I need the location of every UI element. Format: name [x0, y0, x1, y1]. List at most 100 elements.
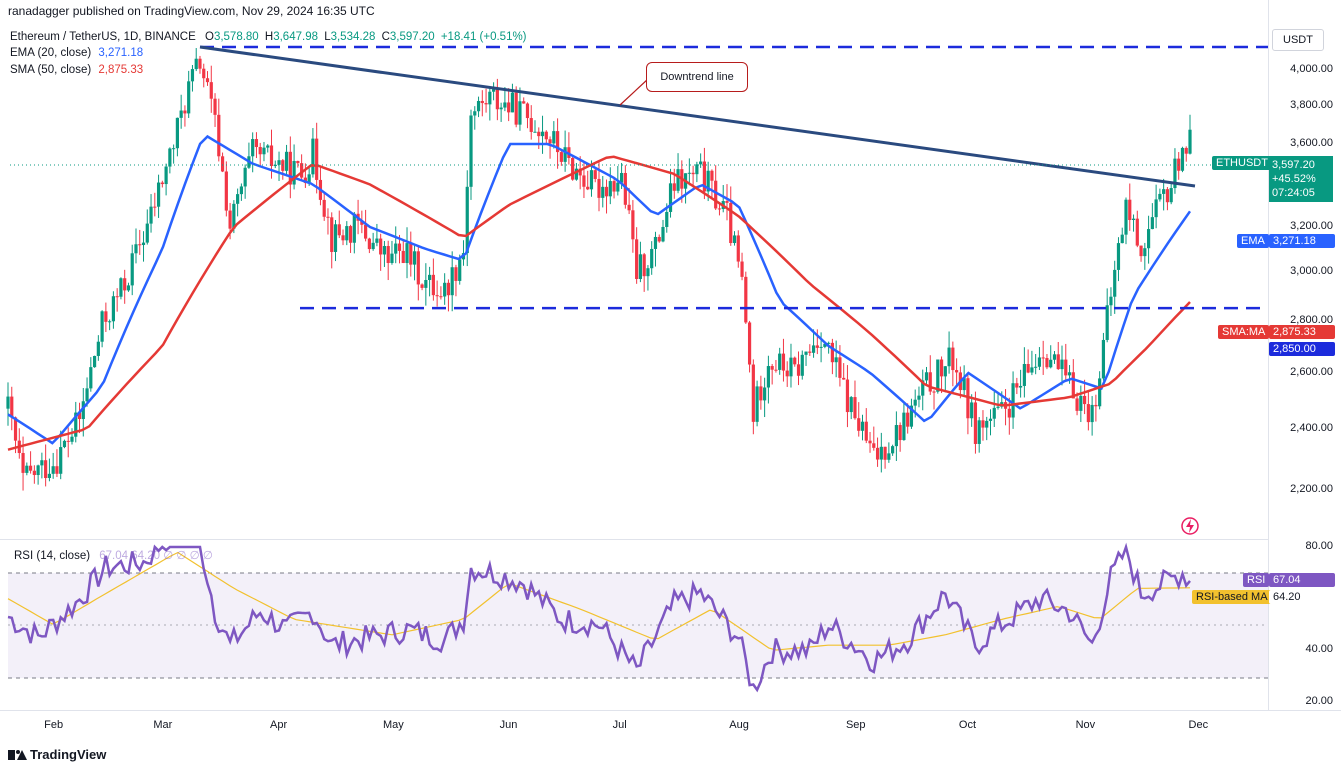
candle: [800, 350, 804, 380]
candle: [928, 355, 932, 395]
candle: [906, 403, 910, 434]
candle: [1045, 353, 1049, 370]
candle: [751, 359, 755, 435]
sma-tag-value: 2,875.33: [1269, 325, 1335, 339]
candle: [480, 90, 484, 117]
candle: [284, 144, 289, 177]
candle: [552, 121, 556, 149]
candle: [6, 382, 10, 426]
candle: [514, 86, 518, 128]
candle: [296, 160, 300, 168]
candle: [518, 87, 522, 131]
candle: [333, 219, 338, 262]
candle: [311, 128, 315, 178]
candle: [853, 380, 857, 420]
high-label: H: [264, 31, 274, 43]
symbol-title: Ethereum / TetherUS, 1D, BINANCE: [10, 31, 196, 43]
candle: [1015, 377, 1019, 395]
rsima-tag-value: 64.20: [1269, 590, 1335, 604]
candle: [1064, 343, 1068, 380]
candle: [811, 329, 816, 358]
candle: [939, 356, 944, 394]
candle: [533, 120, 537, 133]
price-tick-label: 3,200.00: [1290, 219, 1333, 232]
candle: [872, 426, 876, 451]
ema-legend: EMA (20, close) 3,271.18: [10, 47, 143, 59]
candle: [661, 219, 665, 243]
price-tick-label: 3,000.00: [1290, 265, 1333, 278]
candle: [1188, 114, 1192, 155]
candle: [100, 310, 104, 348]
candle: [352, 211, 356, 254]
candle: [484, 88, 488, 113]
candle: [209, 65, 213, 113]
candle: [424, 263, 428, 306]
price-tick-label: 2,800.00: [1290, 313, 1333, 326]
tradingview-footer[interactable]: TradingView: [8, 747, 106, 762]
candle: [40, 452, 44, 479]
candle: [431, 258, 435, 301]
candle: [1037, 347, 1042, 371]
rsi-legend: RSI (14, close) 67.04 64.20 ∅ ∅ ∅ ∅: [14, 548, 213, 562]
ema-legend-label: EMA (20, close): [10, 47, 92, 59]
candle: [141, 231, 146, 262]
candle: [555, 118, 560, 169]
annotation-pointer: [619, 78, 649, 106]
candle: [337, 210, 341, 239]
candle: [1022, 347, 1026, 398]
candle: [522, 97, 526, 104]
candle: [710, 169, 714, 198]
candle: [996, 392, 1000, 410]
candle: [868, 431, 872, 453]
candle: [714, 165, 718, 211]
candle: [254, 132, 259, 159]
candle: [1131, 214, 1136, 232]
candle: [962, 365, 966, 397]
candle: [364, 209, 368, 242]
candle: [804, 351, 808, 366]
candle: [32, 465, 36, 484]
candle: [202, 63, 206, 88]
downtrend-annotation[interactable]: Downtrend line: [646, 62, 748, 92]
candle: [887, 442, 891, 463]
candle: [653, 231, 658, 267]
currency-button[interactable]: USDT: [1272, 29, 1324, 51]
candle: [1169, 182, 1173, 205]
candle: [966, 372, 970, 435]
candle: [608, 167, 612, 205]
candle: [1075, 392, 1079, 416]
candle: [567, 132, 571, 165]
candle: [774, 359, 778, 373]
candle: [420, 283, 424, 291]
candle: [1150, 203, 1154, 230]
candle: [924, 366, 929, 386]
sma-legend: SMA (50, close) 2,875.33: [10, 64, 143, 76]
candle: [1098, 371, 1102, 410]
time-tick-label: Nov: [1075, 719, 1096, 731]
candle: [367, 237, 371, 254]
candle: [318, 167, 323, 206]
candle: [326, 208, 330, 235]
low-label: L: [324, 31, 331, 43]
candle: [243, 164, 247, 199]
candle: [454, 264, 458, 297]
candle: [119, 277, 123, 300]
candle: [1146, 215, 1151, 264]
lightning-icon[interactable]: [1181, 517, 1199, 535]
candle: [491, 82, 496, 101]
candle: [386, 240, 390, 281]
rsi-legend-label: RSI (14, close): [14, 550, 91, 562]
candle: [1116, 237, 1121, 282]
candle: [126, 282, 131, 292]
candle: [1049, 345, 1053, 369]
sma-line: [7, 155, 1191, 451]
candle: [864, 408, 868, 444]
rsi-line: [7, 542, 1191, 693]
candle: [1143, 242, 1147, 270]
candle: [1060, 345, 1064, 386]
candle: [409, 231, 413, 277]
candle: [631, 200, 635, 253]
candle: [74, 401, 78, 443]
candle: [156, 174, 161, 218]
